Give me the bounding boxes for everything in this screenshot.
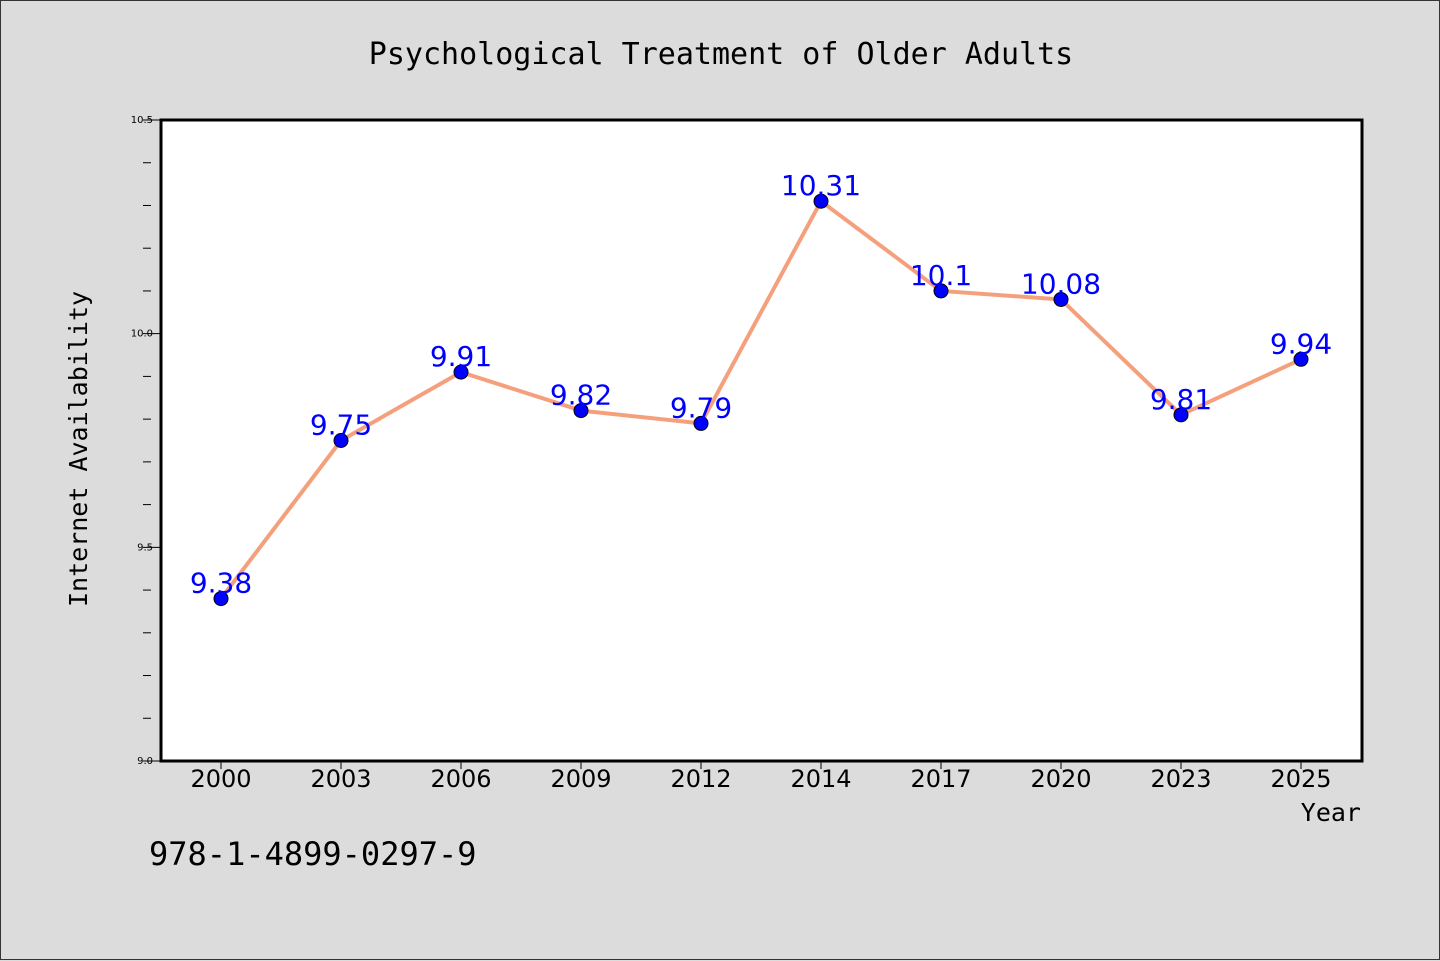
x-tick-label: 2009 (550, 765, 611, 793)
series-line (219, 199, 1302, 600)
data-label: 9.91 (430, 340, 492, 373)
x-tick-label: 2006 (430, 765, 491, 793)
data-point-marker (933, 283, 949, 299)
x-axis-label: Year (1301, 798, 1361, 827)
data-label: 9.79 (670, 391, 732, 424)
y-axis-label: Internet Availability (64, 291, 93, 607)
isbn-text: 978-1-4899-0297-9 (149, 835, 477, 873)
data-point-marker (1293, 351, 1309, 367)
y-tick-label: 10.5 (131, 115, 153, 126)
data-point-marker (693, 415, 709, 431)
x-tick-label: 2003 (310, 765, 371, 793)
data-point-marker (1053, 291, 1069, 307)
data-label: 9.38 (190, 567, 252, 600)
y-tick-label: 10.0 (131, 329, 153, 340)
data-label: 10.31 (781, 169, 861, 202)
y-axis: 9.0 9.5 10.0 10.5 (131, 115, 161, 767)
x-tick-label: 2017 (910, 765, 971, 793)
y-tick-label: 9.0 (137, 756, 153, 767)
x-tick-label: 2000 (190, 765, 251, 793)
data-label: 9.82 (550, 379, 612, 412)
data-point-marker (1173, 407, 1189, 423)
x-tick-label: 2023 (1150, 765, 1211, 793)
x-axis: 2000 2003 2006 2009 2012 2014 2017 2020 2023 2025 (190, 761, 1332, 793)
plot-area (159, 118, 1364, 763)
data-point-marker (453, 364, 469, 380)
x-tick-label: 2020 (1030, 765, 1091, 793)
data-label: 9.94 (1270, 327, 1332, 360)
data-label: 10.1 (910, 259, 972, 292)
data-label: 9.81 (1150, 383, 1212, 416)
series-layer (213, 193, 1309, 607)
data-point-marker (333, 433, 349, 448)
data-point-marker (813, 193, 829, 209)
data-point-marker (573, 403, 589, 419)
data-label: 10.08 (1021, 267, 1101, 300)
x-tick-label: 2014 (790, 765, 851, 793)
data-label: 9.75 (310, 409, 372, 442)
data-label-layer: 9.38 9.75 9.91 9.82 9.79 10.31 10.1 10.08 9.81 9.… (190, 169, 1332, 599)
x-tick-label: 2012 (670, 765, 731, 793)
x-tick-label: 2025 (1270, 765, 1331, 793)
data-point-marker (213, 591, 229, 607)
y-tick-label: 9.5 (137, 542, 153, 553)
chart-title: Psychological Treatment of Older Adults (369, 37, 1073, 72)
